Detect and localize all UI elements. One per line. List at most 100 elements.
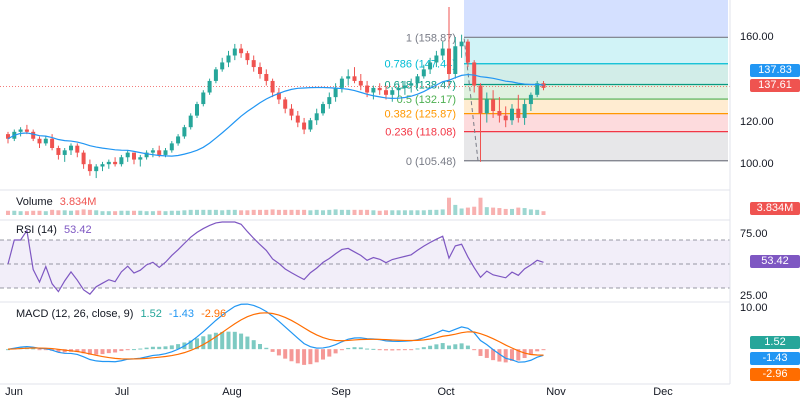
candle: [188, 115, 193, 128]
candle: [201, 92, 206, 105]
candle: [138, 157, 143, 160]
volume-bar: [163, 211, 168, 215]
volume-bar: [472, 206, 477, 215]
volume-bar: [440, 209, 445, 215]
macd-histogram-bar: [264, 347, 269, 350]
candle: [453, 46, 458, 74]
macd-tag-2: -1.43: [750, 352, 800, 365]
macd-histogram-bar: [144, 347, 149, 350]
candle: [484, 99, 489, 114]
x-tick-aug: Aug: [222, 386, 242, 398]
candle: [24, 129, 29, 132]
candle: [245, 53, 250, 61]
macd-histogram-bar: [421, 347, 426, 350]
volume-bar: [132, 210, 136, 215]
candle: [207, 80, 212, 93]
candle: [327, 97, 332, 105]
volume-bar: [302, 209, 307, 215]
fib-zones: [464, 0, 728, 161]
macd-pane: [6, 303, 546, 365]
candle: [62, 150, 67, 155]
volume-bar: [50, 209, 55, 215]
macd-histogram-bar: [226, 331, 231, 350]
macd-histogram-bar: [276, 349, 281, 356]
x-tick-oct: Oct: [437, 386, 455, 398]
x-tick-jul: Jul: [114, 386, 130, 398]
macd-histogram-bar: [516, 349, 521, 361]
candle: [428, 62, 433, 70]
macd-histogram-bar: [37, 349, 42, 351]
candle: [459, 41, 464, 47]
macd-histogram-bar: [352, 347, 357, 350]
volume-value: 3.834M: [59, 196, 97, 208]
volume-bar: [169, 210, 174, 215]
macd-histogram-bar: [295, 349, 300, 364]
fib-zone-top: [464, 0, 728, 38]
candle: [478, 85, 483, 114]
volume-label: Volume 3.834M: [16, 196, 96, 208]
candle: [220, 62, 225, 70]
volume-bar: [37, 210, 42, 215]
macd-histogram-bar: [371, 348, 376, 350]
macd-histogram-bar: [201, 336, 206, 350]
macd-signal-value: -1.43: [168, 308, 194, 320]
fib-label-6: 0 (105.48): [406, 156, 456, 168]
volume-tag: 3.834M: [750, 202, 800, 215]
macd-histogram-bar: [358, 347, 363, 350]
volume-bar: [484, 207, 489, 215]
last-price-tag: 137.61: [750, 79, 800, 92]
macd-histogram-bar: [270, 349, 275, 352]
volume-bar: [125, 210, 130, 215]
rsi-value: 53.42: [64, 224, 92, 236]
ma-line: [7, 73, 544, 157]
macd-histogram-bar: [100, 349, 105, 355]
volume-bar: [201, 209, 206, 215]
volume-bar: [528, 209, 533, 215]
volume-bar: [31, 210, 36, 215]
macd-histogram-bar: [535, 349, 540, 352]
candle: [50, 138, 55, 148]
macd-histogram-bar: [314, 349, 319, 363]
volume-bar: [371, 210, 376, 215]
volume-bar: [270, 209, 275, 215]
candle: [283, 99, 288, 109]
macd-histogram-bar: [157, 346, 162, 350]
volume-bar: [150, 211, 155, 215]
volume-bar: [226, 209, 231, 215]
candle: [497, 111, 502, 116]
candle: [251, 60, 256, 68]
volume-bar: [195, 209, 199, 215]
macd-histogram-bar: [528, 349, 533, 355]
volume-bar: [12, 210, 17, 215]
volume-bar: [415, 210, 420, 215]
volume-bar: [327, 209, 332, 215]
signal-line: [7, 312, 544, 360]
macd-histogram-bar: [119, 349, 124, 352]
macd-histogram-bar: [169, 345, 174, 350]
macd-histogram-bar: [541, 349, 546, 351]
candle: [157, 150, 162, 155]
candle: [491, 99, 496, 111]
price-tick-120: 120.00: [740, 116, 774, 128]
fib-label-3: 0.5 (132.17): [397, 94, 456, 106]
fib-zone-3: [464, 99, 728, 114]
price-tick-160: 160.00: [740, 31, 774, 43]
macd-histogram-bar: [150, 346, 155, 350]
volume-bars: [6, 197, 546, 215]
volume-bar: [157, 210, 162, 215]
candle: [321, 104, 325, 114]
volume-bar: [453, 204, 458, 215]
macd-hist-value: -2.96: [201, 308, 227, 320]
candle: [503, 115, 508, 121]
macd-histogram-bar: [31, 348, 36, 350]
volume-bar: [434, 209, 439, 215]
volume-bar: [503, 208, 508, 215]
candle: [239, 48, 244, 54]
candle: [409, 83, 414, 86]
volume-bar: [75, 210, 80, 215]
candle: [384, 90, 388, 95]
volume-bar: [251, 209, 256, 215]
volume-bar: [491, 207, 496, 215]
fib-zone-1: [464, 63, 728, 85]
x-tick-nov: Nov: [546, 386, 566, 398]
